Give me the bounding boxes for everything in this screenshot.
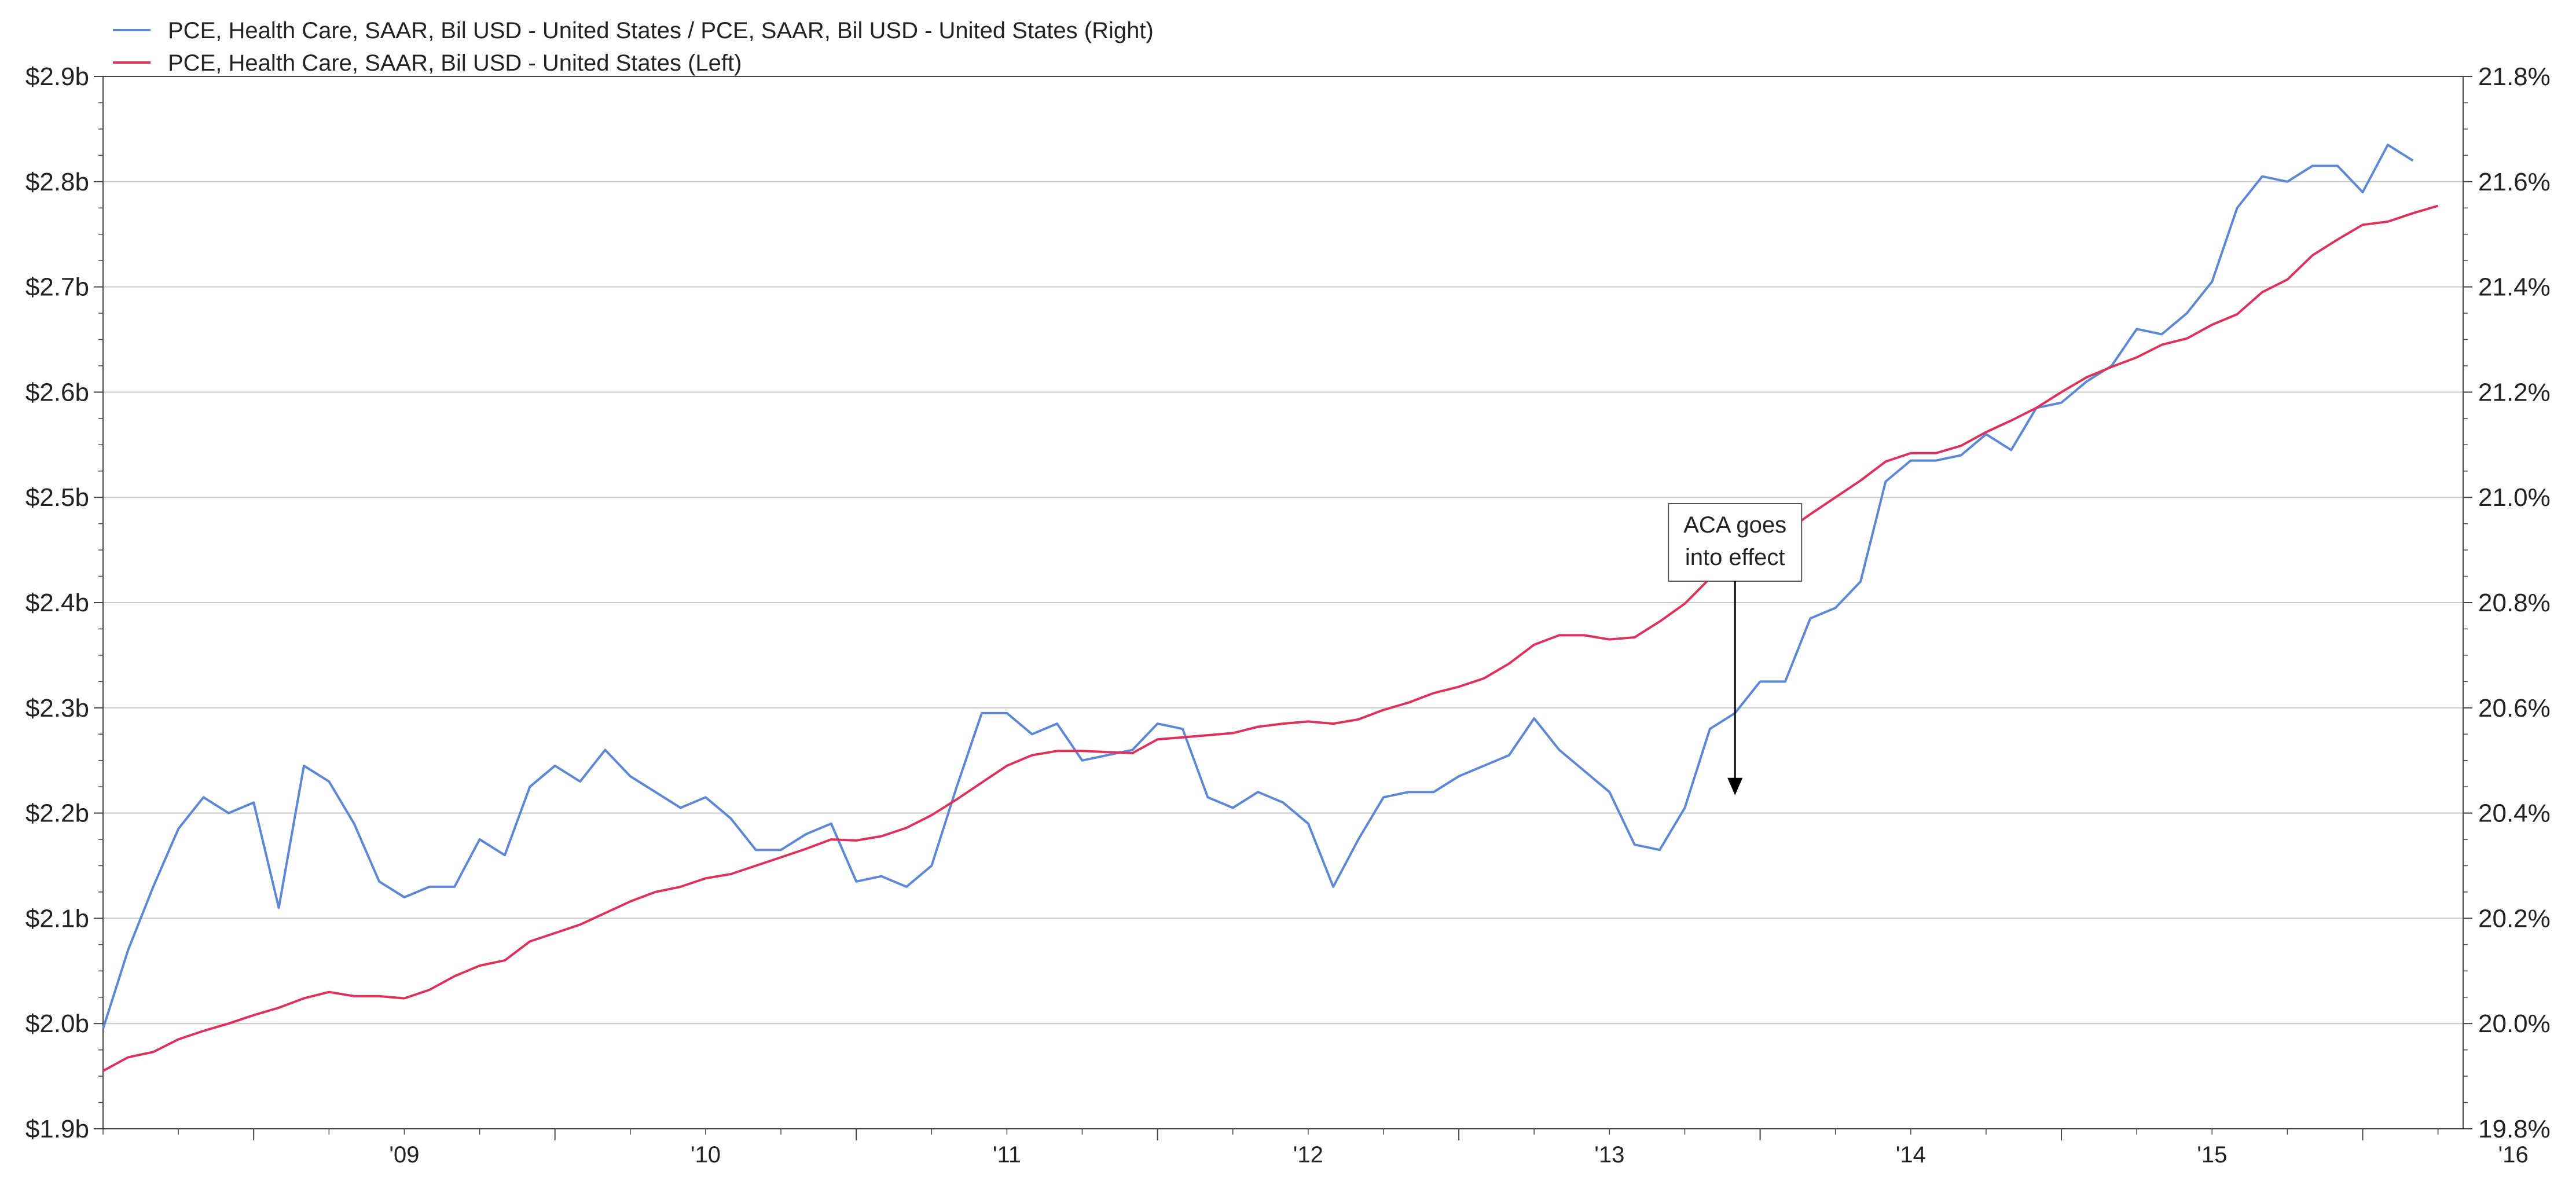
y-axis-left: $1.9b $2.0b $2.1b $2.2b $2.3b $2.4b $2.5b $2.6b… [25,63,103,1143]
y-right-tick-label: 21.4% [2478,273,2551,302]
y-right-tick-label: 21.0% [2478,483,2551,512]
y-left-tick-label: $2.7b [25,273,89,302]
y-left-tick-label: $2.3b [25,694,89,722]
annotation-text: ACA goes [1683,512,1786,538]
x-tick-label: '12 [1293,1142,1323,1168]
y-right-tick-label: 20.2% [2478,904,2551,933]
y-right-tick-label: 20.4% [2478,799,2551,828]
x-tick-label: '14 [1896,1142,1926,1168]
y-right-tick-label: 21.8% [2478,63,2551,91]
y-left-tick-label: $1.9b [25,1115,89,1143]
annotation-arrowhead [1727,777,1743,795]
x-tick-label: '16 [2498,1142,2529,1168]
x-axis: '09 '10 '11 '12 '13 '14 '15 '16 [102,1129,2529,1168]
y-right-tick-label: 21.2% [2478,378,2551,406]
y-right-tick-label: 20.0% [2478,1010,2551,1038]
legend: PCE, Health Care, SAAR, Bil USD - United… [113,18,1154,76]
annotation-box [1668,503,1803,582]
y-left-tick-label: $2.1b [25,904,89,933]
y-left-tick-label: $2.2b [25,799,89,828]
y-right-tick-label: 20.8% [2478,589,2551,617]
series-line [102,204,2439,1072]
y-left-tick-label: $2.6b [25,378,89,406]
y-right-tick-label: 19.8% [2478,1115,2551,1143]
y-left-tick-label: $2.4b [25,589,89,617]
series-line [102,144,2414,1029]
annotation-text: into effect [1685,545,1785,570]
y-left-tick-label: $2.5b [25,483,89,512]
y-left-tick-label: $2.0b [25,1010,89,1038]
y-left-tick-label: $2.9b [25,63,89,91]
series-layer [102,144,2439,1072]
x-tick-label: '09 [389,1142,419,1168]
x-tick-label: '13 [1594,1142,1624,1168]
gridlines [103,181,2463,1025]
y-axis-right: 19.8% 20.0% 20.2% 20.4% 20.6% 20.8% 21.0% 21.2%… [2463,63,2551,1143]
y-right-tick-label: 20.6% [2478,694,2551,722]
y-left-tick-label: $2.8b [25,168,89,196]
x-tick-label: '15 [2197,1142,2227,1168]
legend-entry: PCE, Health Care, SAAR, Bil USD - United… [168,18,1154,43]
legend-entry: PCE, Health Care, SAAR, Bil USD - United… [168,50,742,76]
x-tick-label: '11 [993,1142,1021,1168]
x-tick-label: '10 [691,1142,721,1168]
y-right-tick-label: 21.6% [2478,168,2551,196]
annotation-layer: ACA goes into effect [1668,503,1803,795]
